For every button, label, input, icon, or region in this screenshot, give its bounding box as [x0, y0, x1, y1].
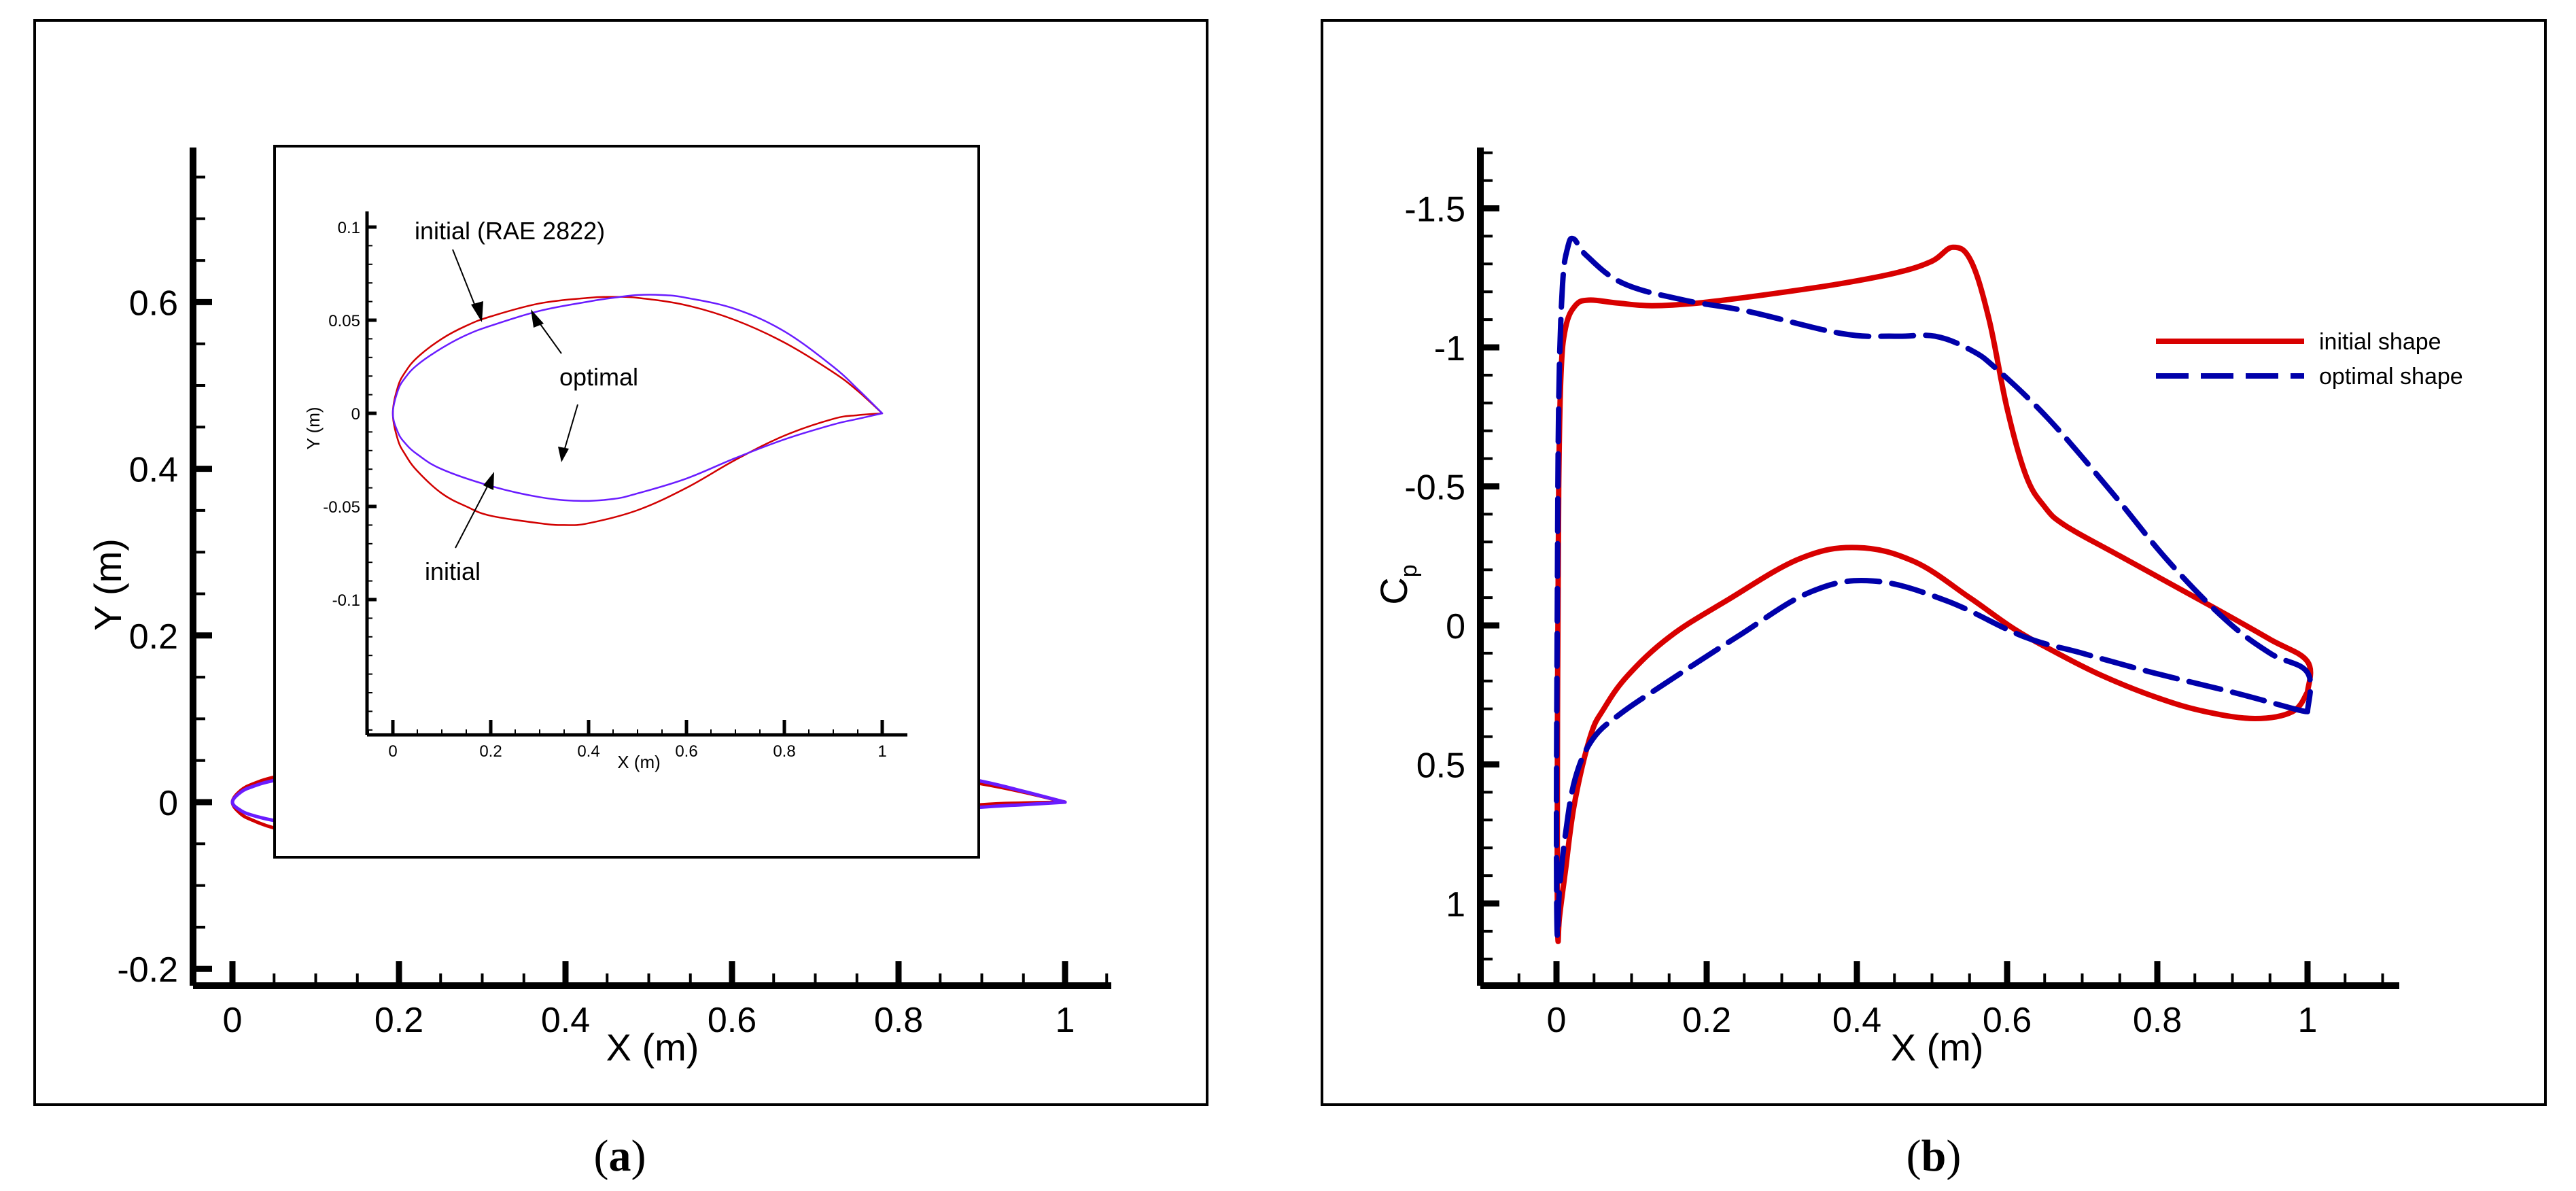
- x-tick-label: 0.6: [1983, 1001, 2032, 1040]
- y-tick-label: 0.6: [129, 283, 178, 323]
- annotation-text-initial-rae2822: initial (RAE 2822): [415, 217, 605, 245]
- x-tick-label: 1: [1056, 1001, 1075, 1040]
- legend: initial shape optimal shape: [2156, 329, 2463, 390]
- x-tick-label: 0.2: [1682, 1001, 1731, 1040]
- x-tick-label: 0: [1547, 1001, 1567, 1040]
- panel-a-caption: (a): [594, 1131, 646, 1181]
- x-tick-label: 0.6: [708, 1001, 756, 1040]
- arrow-line: [563, 404, 578, 451]
- panel-b-y-axis-title: Cp: [1372, 564, 1422, 604]
- legend-label-initial: initial shape: [2319, 329, 2441, 355]
- y-tick-label: -0.05: [323, 498, 360, 517]
- y-tick-label: 0.1: [338, 219, 360, 237]
- annotation-text-initial: initial: [425, 557, 481, 585]
- arrow-head-icon: [483, 472, 494, 490]
- annotation-optimal: optimal: [531, 309, 638, 462]
- x-tick-label: 0.2: [375, 1001, 423, 1040]
- x-tick-label: 1: [2298, 1001, 2318, 1040]
- inset-optimal-airfoil-curve: [391, 294, 884, 502]
- y-tick-label: 0.4: [129, 451, 178, 490]
- inset-frame: [273, 145, 980, 859]
- y-tick-label: 0.05: [328, 312, 360, 330]
- x-tick-label: 0: [388, 742, 397, 761]
- inset-x-axis-title: X (m): [617, 752, 661, 772]
- annotation-text-optimal: optimal: [559, 363, 638, 391]
- inset-y-axis-title: Y (m): [303, 407, 324, 449]
- panel-a-x-axis-title: X (m): [606, 1026, 699, 1069]
- arrow-head-icon: [531, 309, 544, 328]
- x-tick-label: 0.8: [874, 1001, 923, 1040]
- x-tick-label: 0.4: [1832, 1001, 1881, 1040]
- y-tick-label: 0: [1446, 607, 1465, 646]
- cp-label-sub: p: [1396, 564, 1422, 577]
- x-tick-label: 1: [877, 742, 886, 761]
- optimal-shape-cp-curve: [1554, 235, 2314, 939]
- panel-b-axes: -1.5 -1 -0.5 0 0.5 1 0 0.2 0.4 0.6 0.8 1: [1404, 148, 2399, 1040]
- x-tick-label: 0.4: [541, 1001, 590, 1040]
- y-tick-label: 0: [351, 405, 360, 424]
- annotation-initial-rae2822: initial (RAE 2822): [415, 217, 605, 322]
- panel-b: -1.5 -1 -0.5 0 0.5 1 0 0.2 0.4 0.6 0.8 1 X (m) Cp i…: [1321, 19, 2547, 1181]
- panel-a: -0.2 0 0.2 0.4 0.6 0 0.2 0.4 0.6 0.8 1 X (m) Y (m)…: [33, 19, 1208, 1181]
- arrow-line: [536, 319, 562, 354]
- panel-b-frame: [1321, 19, 2547, 1106]
- x-tick-label: 0.8: [773, 742, 795, 761]
- y-tick-label: -0.5: [1404, 468, 1465, 508]
- y-tick-label: -1: [1434, 329, 1465, 368]
- x-tick-label: 0.4: [577, 742, 599, 761]
- annotation-initial: initial: [425, 472, 494, 585]
- panel-b-caption: (b): [1907, 1131, 1962, 1181]
- y-tick-label: -1.5: [1404, 190, 1465, 230]
- panel-a-frame: [33, 19, 1208, 1106]
- svg-text:Cp: Cp: [1372, 564, 1422, 604]
- y-tick-label: 0: [158, 784, 178, 823]
- arrow-line: [455, 482, 490, 549]
- x-tick-label: 0.6: [675, 742, 697, 761]
- panel-b-x-axis-title: X (m): [1891, 1026, 1984, 1069]
- panel-a-y-axis-title: Y (m): [86, 538, 129, 631]
- arrow-head-icon: [558, 447, 569, 462]
- y-tick-label: 0.5: [1416, 746, 1465, 786]
- panel-b-cp-curves: [1554, 235, 2314, 944]
- inset-axes: -0.1 -0.05 0 0.05 0.1 0 0.2 0.4 0.6 0.8 1: [323, 211, 907, 761]
- x-tick-label: 0.8: [2133, 1001, 2182, 1040]
- x-tick-label: 0.2: [479, 742, 502, 761]
- legend-label-optimal: optimal shape: [2319, 364, 2463, 390]
- arrow-head-icon: [471, 301, 483, 322]
- cp-label-main: C: [1372, 577, 1415, 604]
- panel-a-inset: -0.1 -0.05 0 0.05 0.1 0 0.2 0.4 0.6 0.8 1 X (m) Y …: [273, 145, 980, 859]
- arrow-line: [452, 249, 478, 313]
- inset-airfoil-curves: [391, 294, 884, 526]
- y-tick-label: -0.2: [117, 950, 178, 990]
- x-tick-label: 0: [223, 1001, 243, 1040]
- y-tick-label: 0.2: [129, 617, 178, 657]
- y-tick-label: -0.1: [332, 591, 360, 610]
- panel-a-axes: -0.2 0 0.2 0.4 0.6 0 0.2 0.4 0.6 0.8 1: [117, 148, 1111, 1040]
- y-tick-label: 1: [1446, 885, 1465, 925]
